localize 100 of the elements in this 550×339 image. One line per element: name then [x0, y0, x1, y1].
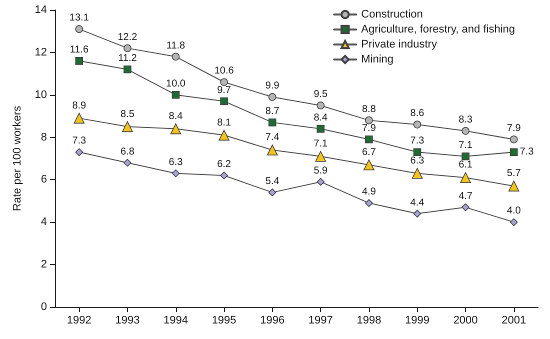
point: [364, 159, 374, 170]
data-label: 7.3: [520, 146, 534, 158]
data-label: 8.4: [168, 110, 184, 122]
x-tick-label: 1998: [356, 314, 382, 326]
point: [75, 57, 84, 65]
data-label: 8.9: [72, 100, 87, 112]
data-label: 8.6: [410, 108, 425, 120]
point: [510, 148, 518, 156]
data-label: 7.9: [362, 123, 376, 134]
point: [462, 152, 470, 160]
data-label: 8.1: [217, 117, 232, 128]
point: [365, 199, 373, 207]
point: [510, 218, 518, 226]
x-tick-label: 1999: [405, 314, 430, 326]
legend-label: Private industry: [361, 38, 438, 50]
point: [74, 112, 85, 124]
point: [316, 124, 325, 133]
point: [316, 178, 325, 186]
y-tick-label: 6: [40, 174, 47, 186]
point: [510, 136, 518, 144]
y-tick-label: 14: [34, 4, 47, 16]
point: [218, 130, 230, 141]
data-label: 5.7: [506, 168, 522, 180]
point: [268, 93, 276, 101]
point: [462, 127, 470, 135]
point: [508, 180, 520, 192]
point: [413, 148, 422, 156]
data-label: 4.0: [506, 206, 522, 217]
data-label: 7.4: [265, 132, 280, 144]
x-tick-label: 1995: [212, 314, 236, 326]
point: [124, 158, 132, 167]
point: [365, 116, 373, 124]
data-label: 9.9: [265, 80, 280, 92]
point: [75, 148, 84, 156]
x-tick-label: 1993: [115, 314, 140, 326]
point: [220, 172, 228, 180]
x-tick-label: 1996: [260, 314, 285, 326]
y-tick-label: 8: [40, 131, 47, 144]
point: [122, 121, 133, 132]
data-label: 6.3: [410, 155, 425, 166]
data-label: 12.2: [118, 32, 138, 43]
data-label: 4.7: [458, 190, 473, 202]
point: [220, 97, 228, 106]
data-label: 7.3: [72, 136, 87, 147]
data-label: 8.7: [265, 106, 280, 118]
data-label: 7.1: [458, 140, 473, 151]
data-label: 11.8: [166, 40, 186, 52]
point: [124, 44, 132, 52]
data-label: 11.2: [118, 53, 138, 64]
x-tick-label: 1994: [164, 314, 188, 326]
point: [413, 210, 422, 218]
data-label: 7.1: [314, 138, 328, 150]
point: [460, 172, 471, 183]
data-label: 6.2: [217, 159, 232, 170]
point: [365, 136, 373, 144]
data-label: 10.0: [166, 78, 186, 90]
data-label: 8.8: [362, 104, 376, 115]
point: [316, 102, 325, 110]
legend-label: Mining: [361, 54, 394, 66]
data-label: 4.9: [362, 186, 376, 198]
data-label: 10.6: [214, 66, 234, 77]
point: [266, 144, 278, 156]
data-label: 9.7: [217, 84, 232, 96]
point: [172, 169, 180, 178]
y-tick-label: 4: [40, 216, 47, 228]
data-label: 7.3: [410, 136, 425, 147]
point: [75, 25, 84, 33]
point: [412, 168, 423, 179]
point: [268, 188, 276, 196]
data-label: 6.8: [120, 146, 135, 158]
data-label: 6.7: [362, 146, 376, 158]
point: [413, 120, 422, 128]
data-label: 5.9: [314, 165, 328, 176]
x-tick-label: 1992: [66, 314, 92, 326]
point: [462, 203, 470, 212]
legend-label: Construction: [361, 8, 423, 20]
data-label: 4.4: [410, 197, 425, 208]
data-label: 6.3: [168, 156, 184, 168]
y-tick-label: 0: [40, 301, 47, 313]
data-label: 8.5: [120, 108, 135, 120]
data-label: 7.9: [506, 123, 522, 134]
point: [124, 66, 132, 74]
point: [172, 52, 180, 61]
legend-label: Agriculture, forestry, and fishing: [361, 24, 516, 36]
point: [268, 118, 276, 126]
y-tick-label: 12: [34, 46, 47, 58]
x-tick-label: 2000: [453, 314, 478, 326]
y-axis-title: Rate per 100 workers: [12, 105, 24, 212]
data-label: 11.6: [70, 44, 89, 56]
data-label: 6.1: [458, 160, 473, 171]
point: [170, 123, 182, 134]
data-label: 8.4: [314, 112, 328, 124]
data-label: 9.5: [314, 89, 328, 100]
data-label: 13.1: [69, 12, 90, 24]
point: [172, 90, 180, 99]
y-tick-label: 2: [40, 258, 47, 271]
data-label: 5.4: [265, 176, 280, 188]
point: [220, 78, 228, 86]
point: [315, 150, 326, 162]
x-tick-label: 1997: [308, 314, 333, 326]
